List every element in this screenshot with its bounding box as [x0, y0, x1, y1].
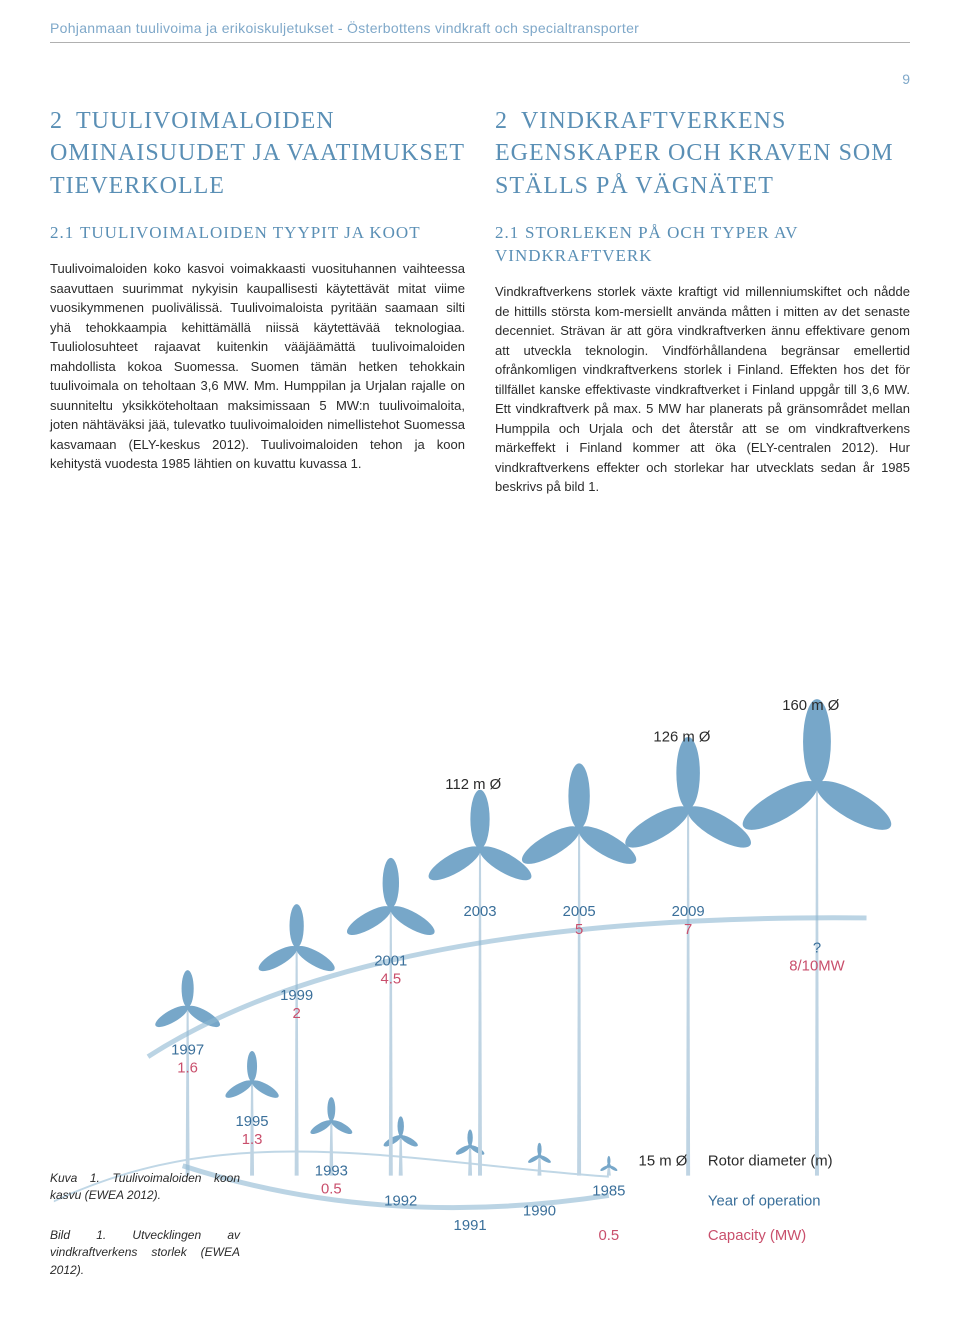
svg-text:1993: 1993	[315, 1164, 348, 1180]
left-section-num: 2	[50, 105, 76, 137]
right-section-num: 2	[495, 105, 521, 137]
left-body-text: Tuulivoimaloiden koko kasvoi voimakkaast…	[50, 259, 465, 474]
svg-text:1.3: 1.3	[242, 1132, 263, 1148]
left-column: 2TUULIVOIMALOIDEN OMINAISUUDET JA VAATIM…	[50, 105, 465, 497]
svg-text:1.6: 1.6	[177, 1061, 198, 1077]
svg-text:160 m Ø: 160 m Ø	[782, 698, 839, 714]
svg-text:Year of operation: Year of operation	[708, 1193, 821, 1209]
left-subsection-heading: 2.1TUULIVOIMALOIDEN TYYPIT JA KOOT	[50, 222, 465, 245]
svg-text:Capacity (MW): Capacity (MW)	[708, 1228, 806, 1244]
svg-text:2005: 2005	[563, 904, 596, 920]
svg-text:1995: 1995	[236, 1114, 269, 1130]
svg-text:2: 2	[293, 1006, 301, 1022]
right-sub-num: 2.1	[495, 222, 525, 245]
left-section-heading: 2TUULIVOIMALOIDEN OMINAISUUDET JA VAATIM…	[50, 105, 465, 202]
svg-text:112 m Ø: 112 m Ø	[445, 777, 501, 793]
svg-text:7: 7	[684, 922, 692, 938]
left-sub-num: 2.1	[50, 222, 80, 245]
svg-text:?: ?	[813, 941, 821, 957]
svg-text:2009: 2009	[672, 904, 705, 920]
turbine-timeline-chart: 1985 1990 1991 1992 1993 1995 1997 1999 2001 2003…	[50, 690, 910, 1245]
caption-sv: Bild 1. Utvecklingen av vindkraftverkens…	[50, 1227, 240, 1279]
right-section-title: VINDKRAFTVERKENS EGENSKAPER OCH KRAVEN S…	[495, 108, 894, 199]
chart-svg: 1985 1990 1991 1992 1993 1995 1997 1999 2001 2003…	[50, 690, 910, 1245]
right-column: 2VINDKRAFTVERKENS EGENSKAPER OCH KRAVEN …	[495, 105, 910, 497]
svg-text:1990: 1990	[523, 1203, 556, 1219]
svg-text:1992: 1992	[384, 1193, 417, 1209]
svg-text:2001: 2001	[374, 954, 407, 970]
doc-header: Pohjanmaan tuulivoima ja erikoiskuljetuk…	[50, 20, 910, 36]
figure-captions: Kuva 1. Tuulivoimaloiden koon kasvu (EWE…	[50, 1170, 240, 1301]
svg-text:0.5: 0.5	[321, 1181, 342, 1197]
right-sub-title: STORLEKEN PÅ OCH TYPER AV VINDKRAFTVERK	[495, 223, 798, 265]
svg-text:0.5: 0.5	[599, 1228, 620, 1244]
svg-text:126 m Ø: 126 m Ø	[653, 730, 710, 746]
right-body-text: Vindkraftverkens storlek växte kraftigt …	[495, 282, 910, 497]
right-section-heading: 2VINDKRAFTVERKENS EGENSKAPER OCH KRAVEN …	[495, 105, 910, 202]
svg-text:4.5: 4.5	[380, 971, 401, 987]
header-divider	[50, 42, 910, 43]
caption-fi: Kuva 1. Tuulivoimaloiden koon kasvu (EWE…	[50, 1170, 240, 1205]
right-subsection-heading: 2.1STORLEKEN PÅ OCH TYPER AV VINDKRAFTVE…	[495, 222, 910, 268]
svg-text:5: 5	[575, 922, 583, 938]
svg-text:1997: 1997	[171, 1043, 204, 1059]
svg-text:1985: 1985	[592, 1183, 625, 1199]
svg-text:2003: 2003	[463, 904, 496, 920]
svg-text:1999: 1999	[280, 988, 313, 1004]
page-number: 9	[50, 71, 910, 87]
two-column-layout: 2TUULIVOIMALOIDEN OMINAISUUDET JA VAATIM…	[50, 105, 910, 497]
svg-text:Rotor diameter (m): Rotor diameter (m)	[708, 1154, 833, 1170]
left-section-title: TUULIVOIMALOIDEN OMINAISUUDET JA VAATIMU…	[50, 108, 465, 199]
svg-text:15 m Ø: 15 m Ø	[639, 1154, 688, 1170]
svg-text:8/10MW: 8/10MW	[789, 958, 844, 974]
svg-text:1991: 1991	[454, 1218, 487, 1234]
left-sub-title: TUULIVOIMALOIDEN TYYPIT JA KOOT	[80, 223, 421, 242]
